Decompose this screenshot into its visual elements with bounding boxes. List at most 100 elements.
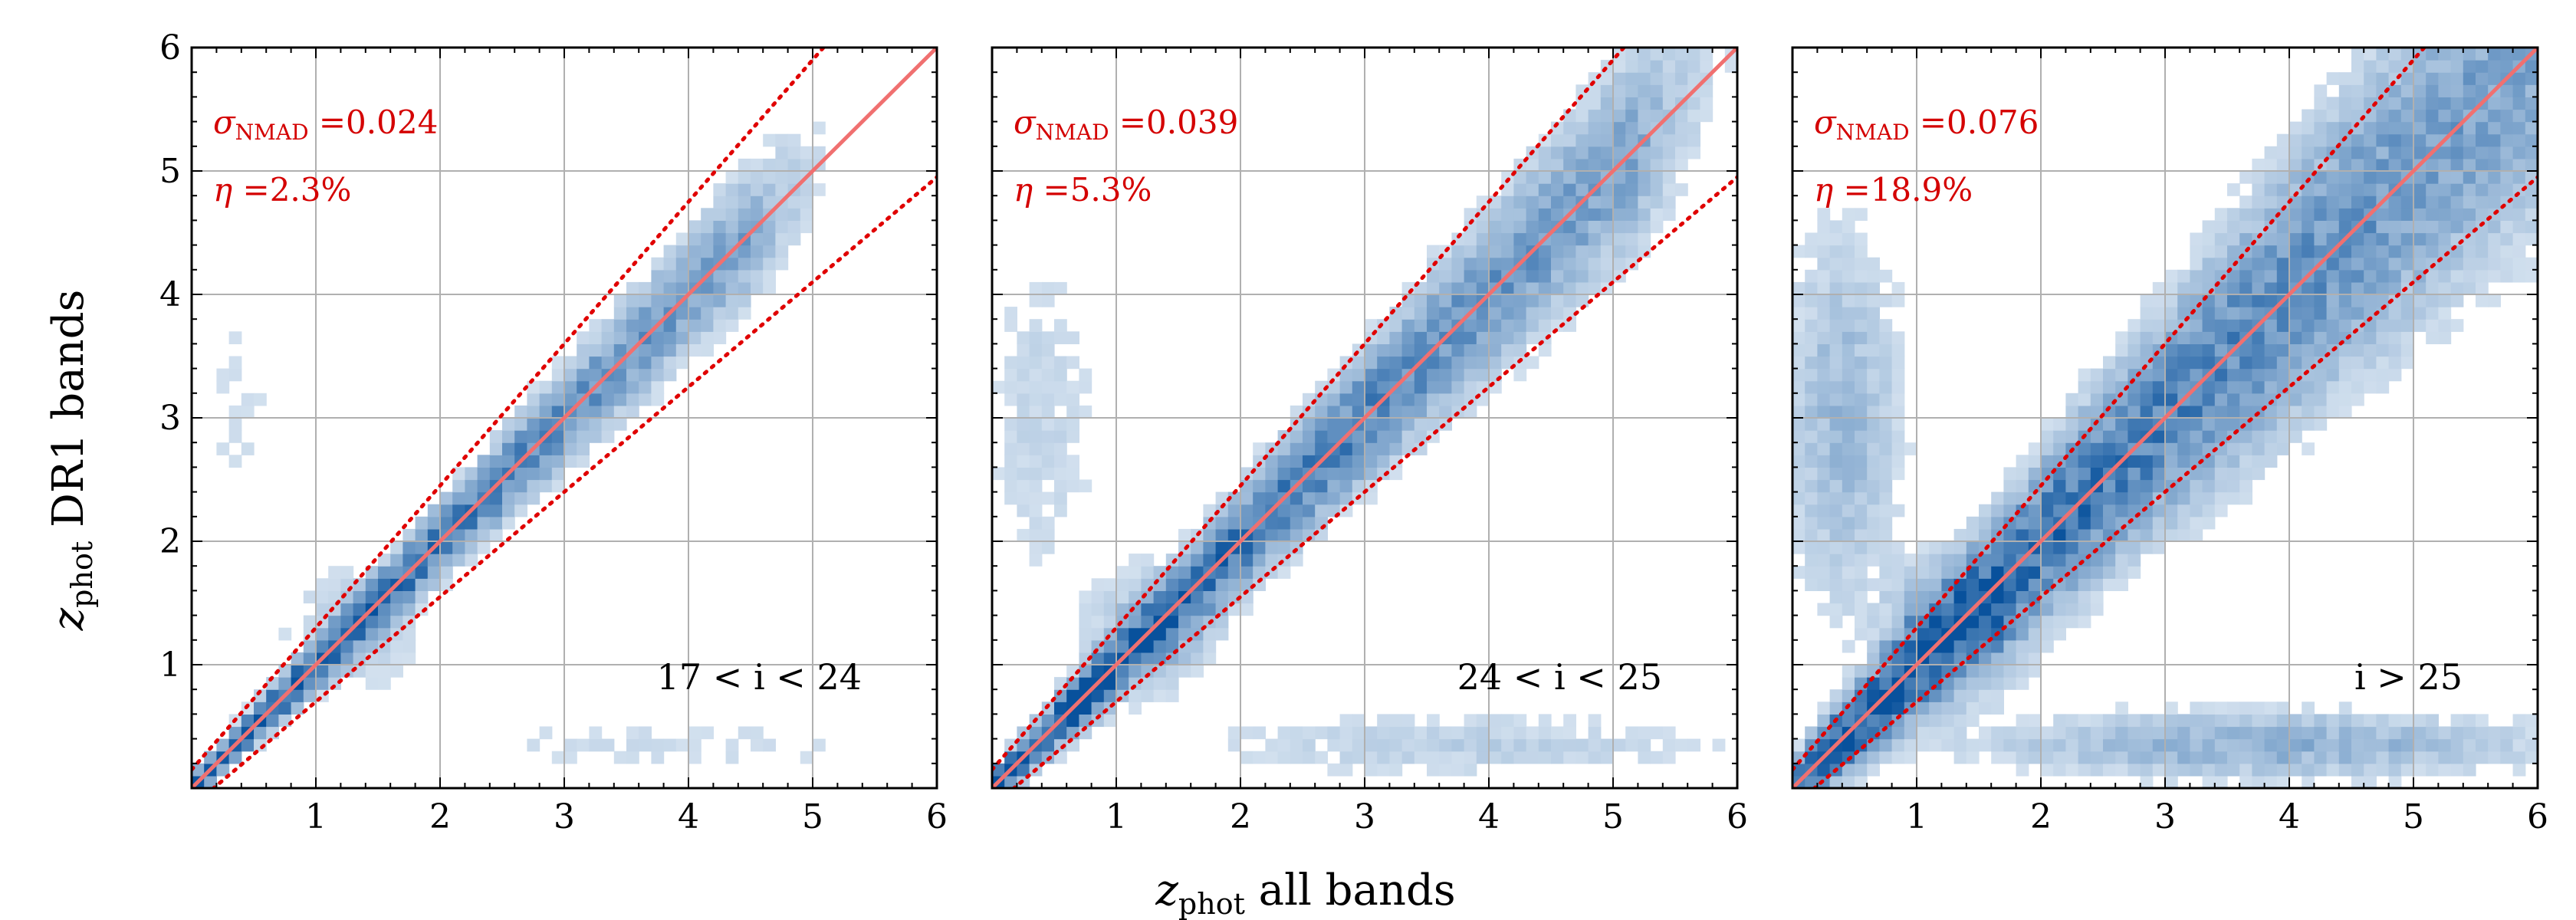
- histogram-cell: [2500, 183, 2514, 196]
- histogram-cell: [328, 615, 341, 629]
- histogram-cell: [1805, 368, 1818, 382]
- histogram-cell: [2450, 72, 2464, 85]
- histogram-cell: [2338, 763, 2352, 777]
- histogram-cell: [2177, 269, 2190, 283]
- histogram-cell: [1829, 343, 1843, 357]
- histogram-cell: [1829, 442, 1843, 455]
- histogram-cell: [1638, 158, 1651, 172]
- histogram-cell: [751, 183, 764, 196]
- histogram-cell: [2525, 60, 2538, 73]
- histogram-cell: [675, 232, 689, 246]
- histogram-cell: [1650, 133, 1664, 147]
- histogram-cell: [1476, 751, 1490, 764]
- histogram-cell: [2202, 257, 2216, 271]
- histogram-cell: [1805, 380, 1818, 394]
- histogram-cell: [1966, 714, 1980, 728]
- histogram-cell: [2065, 528, 2079, 542]
- histogram-cell: [2028, 615, 2042, 629]
- histogram-cell: [2053, 627, 2066, 641]
- histogram-cell: [2512, 726, 2526, 740]
- histogram-cell: [2463, 726, 2476, 740]
- histogram-cell: [663, 356, 677, 370]
- histogram-cell: [1792, 356, 1806, 370]
- histogram-cell: [2227, 702, 2240, 715]
- histogram-cell: [2338, 196, 2352, 209]
- histogram-cell: [751, 281, 764, 295]
- histogram-cell: [216, 368, 230, 382]
- histogram-cell: [1867, 751, 1880, 764]
- histogram-cell: [2438, 146, 2452, 159]
- histogram-cell: [2252, 430, 2266, 443]
- histogram-cell: [1817, 418, 1831, 431]
- histogram-cell: [1563, 133, 1576, 147]
- histogram-cell: [2003, 726, 2017, 740]
- histogram-cell: [402, 541, 416, 554]
- histogram-cell: [2525, 158, 2538, 172]
- histogram-cell: [800, 183, 813, 196]
- histogram-cell: [613, 319, 627, 332]
- histogram-cell: [390, 590, 403, 604]
- histogram-cell: [2016, 677, 2029, 690]
- histogram-cell: [2476, 158, 2489, 172]
- histogram-cell: [713, 232, 727, 246]
- histogram-cell: [1829, 307, 1843, 320]
- histogram-cell: [1941, 554, 1955, 567]
- histogram-cell: [2351, 269, 2364, 283]
- histogram-cell: [204, 751, 217, 764]
- histogram-cell: [1829, 541, 1843, 554]
- histogram-cell: [551, 430, 565, 443]
- histogram-cell: [577, 343, 590, 357]
- histogram-cell: [626, 738, 639, 752]
- histogram-cell: [2364, 183, 2377, 196]
- histogram-cell: [2177, 714, 2190, 728]
- histogram-cell: [2177, 763, 2190, 777]
- histogram-cell: [1178, 603, 1191, 616]
- histogram-cell: [2003, 639, 2017, 653]
- histogram-cell: [2065, 590, 2079, 604]
- histogram-cell: [2512, 714, 2526, 728]
- histogram-cell: [1439, 393, 1452, 406]
- histogram-cell: [1103, 603, 1117, 616]
- histogram-cell: [2227, 491, 2240, 505]
- histogram-cell: [1091, 603, 1105, 616]
- histogram-cell: [1879, 418, 1893, 431]
- histogram-cell: [813, 738, 826, 752]
- histogram-cell: [527, 430, 540, 443]
- histogram-cell: [1215, 491, 1229, 505]
- histogram-cell: [1165, 590, 1179, 604]
- histogram-cell: [2078, 479, 2091, 493]
- y-tick-label: 5: [159, 152, 181, 191]
- histogram-cell: [2103, 504, 2116, 518]
- histogram-cell: [1650, 220, 1664, 234]
- histogram-cell: [2413, 146, 2426, 159]
- histogram-cell: [2302, 220, 2315, 234]
- histogram-cell: [1017, 356, 1030, 370]
- histogram-cell: [2053, 554, 2066, 567]
- histogram-cell: [1576, 220, 1589, 234]
- histogram-cell: [2016, 479, 2029, 493]
- histogram-cell: [1352, 380, 1365, 394]
- histogram-cell: [1904, 615, 1917, 629]
- histogram-cell: [1891, 343, 1905, 357]
- histogram-cell: [1489, 196, 1502, 209]
- histogram-cell: [2090, 566, 2104, 579]
- histogram-cell: [1017, 528, 1030, 542]
- histogram-cell: [1414, 294, 1428, 307]
- histogram-cell: [2090, 516, 2104, 530]
- histogram-cell: [2476, 121, 2489, 135]
- histogram-cell: [1079, 702, 1092, 715]
- histogram-cell: [2326, 109, 2340, 123]
- histogram-cell: [539, 380, 553, 394]
- histogram-cell: [2388, 208, 2402, 221]
- histogram-cell: [1904, 566, 1917, 579]
- histogram-cell: [1941, 738, 1955, 752]
- histogram-cell: [1526, 726, 1539, 740]
- histogram-cell: [1352, 738, 1365, 752]
- histogram-cell: [2525, 183, 2538, 196]
- histogram-cell: [613, 751, 627, 764]
- histogram-cell: [551, 393, 565, 406]
- histogram-cell: [1613, 738, 1626, 752]
- histogram-cell: [1054, 702, 1067, 715]
- histogram-cell: [2438, 109, 2452, 123]
- histogram-cell: [303, 639, 317, 653]
